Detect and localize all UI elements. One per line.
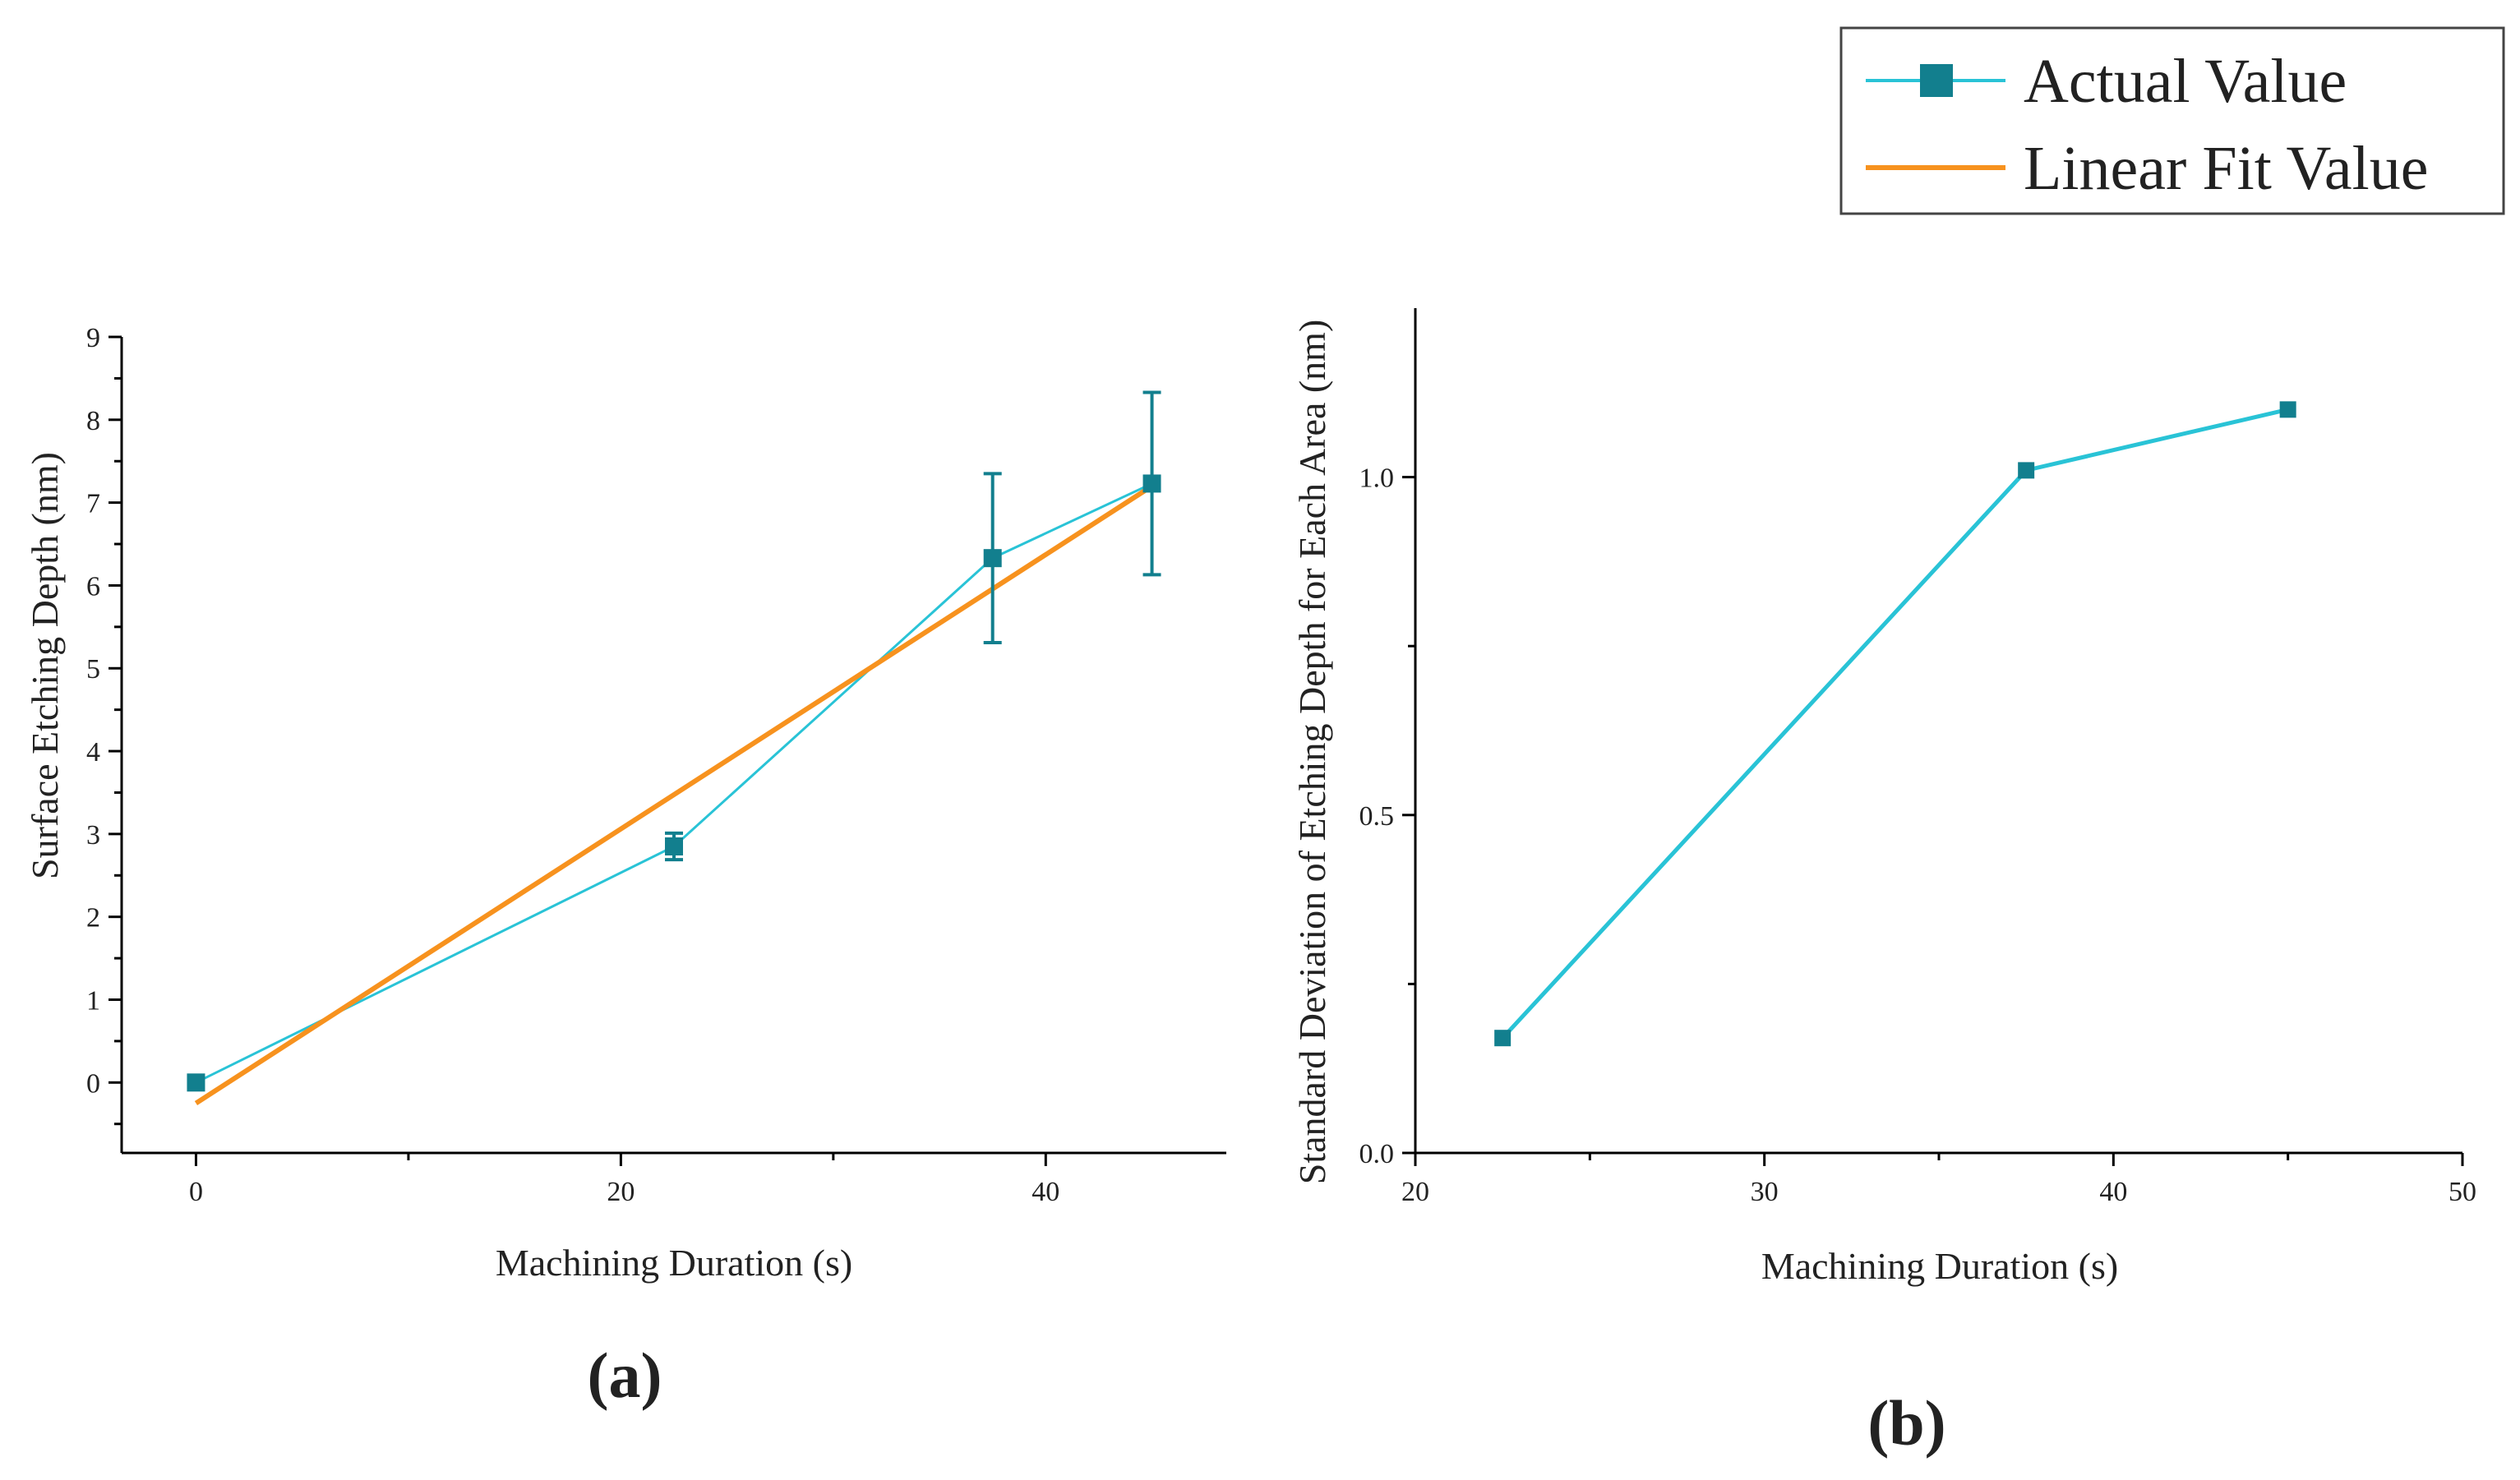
x-tick-label: 50: [2448, 1177, 2476, 1207]
data-point-a: [983, 549, 1002, 568]
data-point-b: [2018, 462, 2035, 479]
x-tick-label: 40: [1032, 1177, 1059, 1207]
chart-panel-b: 20 30 40 50 0.0 0.5 1.0 Machining Duration (s)…: [1291, 308, 2476, 1459]
panel-label-a: (a): [588, 1339, 662, 1411]
y-tick-label: 6: [86, 571, 100, 602]
data-point-a: [1142, 474, 1161, 493]
y-tick-label: 0.0: [1359, 1139, 1395, 1169]
data-point-b: [1494, 1030, 1512, 1047]
x-tick-label: 0: [189, 1177, 203, 1207]
panel-label-b: (b): [1867, 1387, 1945, 1459]
y-tick-label: 9: [86, 323, 100, 353]
fit-line-a: [194, 483, 1154, 1106]
x-tick-label: 40: [2099, 1177, 2127, 1207]
series-b: [1494, 401, 2296, 1047]
y-tick-label: 0: [86, 1068, 100, 1099]
x-tick-label: 20: [1401, 1177, 1429, 1207]
chart-panel-a: 0 20 40 0 1 2 3 4 5 6 7 8 9 Machining Duration (s) S…: [24, 323, 1226, 1411]
x-tick-label: 20: [607, 1177, 635, 1207]
actual-line-b: [1501, 407, 2289, 1040]
legend-actual-label: Actual Value: [2024, 47, 2347, 116]
data-point-b: [2279, 401, 2296, 418]
y-tick-label: 1: [86, 985, 100, 1016]
series-a: [187, 390, 1161, 1106]
legend-box: [1839, 26, 2505, 215]
x-axis-title-b: Machining Duration (s): [1761, 1245, 2118, 1287]
y-axis-title-a: Surface Etching Depth (nm): [24, 452, 66, 879]
y-tick-label: 8: [86, 406, 100, 436]
y-tick-label: 7: [86, 489, 100, 519]
x-tick-label: 30: [1751, 1177, 1779, 1207]
legend: Actual Value Linear Fit Value: [1839, 26, 2505, 215]
y-tick-label: 4: [86, 737, 100, 768]
legend-fit-label: Linear Fit Value: [2024, 134, 2428, 203]
y-tick-label: 1.0: [1359, 463, 1395, 494]
data-point-a: [187, 1073, 205, 1092]
legend-actual-marker: [1920, 64, 1953, 97]
ticks-b: 20 30 40 50 0.0 0.5 1.0: [1359, 463, 2477, 1207]
y-tick-label: 3: [86, 820, 100, 851]
data-point-a: [665, 837, 683, 855]
y-tick-label: 5: [86, 654, 100, 685]
axes-b: [1414, 308, 2462, 1155]
ticks-a: 0 20 40 0 1 2 3 4 5 6 7 8 9: [86, 323, 1059, 1207]
actual-line-a: [195, 482, 1153, 1084]
y-axis-title-b: Standard Deviation of Etching Depth for …: [1291, 320, 1333, 1185]
axes-a: [120, 337, 1226, 1155]
x-axis-title-a: Machining Duration (s): [496, 1242, 852, 1284]
y-tick-label: 0.5: [1359, 801, 1395, 832]
y-tick-label: 2: [86, 903, 100, 934]
